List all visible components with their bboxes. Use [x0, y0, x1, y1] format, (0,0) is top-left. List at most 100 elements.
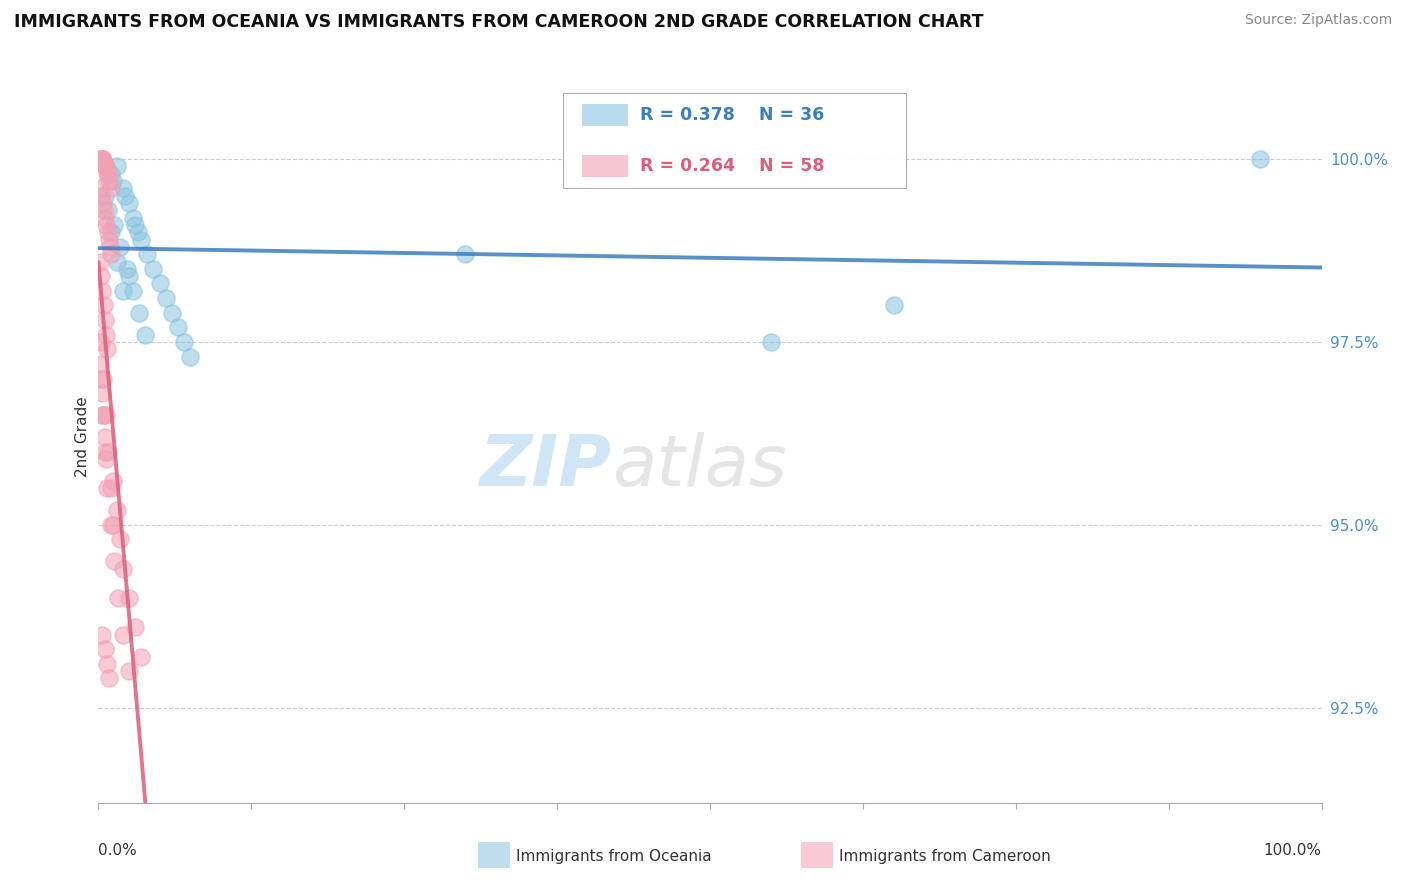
- Point: [97, 225, 120, 239]
- Point: [101, 517, 124, 532]
- Point: [93, 188, 115, 202]
- Point: [100, 517, 122, 532]
- Point: [105, 254, 128, 268]
- Point: [96, 343, 118, 357]
- Point: [97, 167, 120, 181]
- Point: [124, 620, 146, 634]
- Point: [101, 174, 124, 188]
- Point: [103, 554, 125, 568]
- Point: [179, 350, 201, 364]
- Point: [155, 291, 177, 305]
- Point: [90, 334, 112, 349]
- Point: [91, 196, 114, 211]
- Point: [127, 225, 149, 239]
- Point: [110, 240, 132, 254]
- Point: [94, 408, 117, 422]
- Point: [173, 334, 195, 349]
- Point: [100, 225, 122, 239]
- Point: [124, 218, 146, 232]
- Point: [101, 474, 124, 488]
- Point: [100, 181, 122, 195]
- Point: [118, 664, 141, 678]
- Point: [98, 174, 121, 188]
- Point: [93, 203, 115, 218]
- Point: [98, 672, 121, 686]
- Point: [167, 320, 190, 334]
- Point: [93, 642, 115, 657]
- Point: [111, 284, 134, 298]
- Point: [91, 371, 114, 385]
- Point: [93, 430, 115, 444]
- Point: [111, 562, 134, 576]
- Point: [89, 152, 111, 166]
- Point: [1250, 152, 1272, 166]
- Point: [103, 218, 125, 232]
- Y-axis label: 2nd Grade: 2nd Grade: [75, 397, 90, 477]
- Point: [94, 327, 117, 342]
- Point: [121, 211, 143, 225]
- Text: Immigrants from Oceania: Immigrants from Oceania: [516, 849, 711, 863]
- Text: R = 0.264    N = 58: R = 0.264 N = 58: [640, 158, 825, 176]
- Point: [118, 269, 141, 284]
- Point: [454, 247, 477, 261]
- Point: [97, 233, 120, 247]
- Point: [134, 327, 156, 342]
- Point: [111, 627, 134, 641]
- Point: [142, 261, 165, 276]
- Point: [96, 218, 118, 232]
- Point: [91, 408, 114, 422]
- Text: R = 0.378    N = 36: R = 0.378 N = 36: [640, 106, 824, 124]
- Point: [111, 181, 134, 195]
- Point: [90, 269, 112, 284]
- FancyBboxPatch shape: [564, 94, 905, 188]
- Point: [121, 284, 143, 298]
- FancyBboxPatch shape: [582, 155, 628, 178]
- Point: [761, 334, 783, 349]
- Point: [114, 188, 136, 202]
- Point: [91, 408, 114, 422]
- Point: [89, 357, 111, 371]
- Point: [105, 160, 128, 174]
- Point: [129, 233, 152, 247]
- Text: IMMIGRANTS FROM OCEANIA VS IMMIGRANTS FROM CAMEROON 2ND GRADE CORRELATION CHART: IMMIGRANTS FROM OCEANIA VS IMMIGRANTS FR…: [14, 13, 984, 31]
- Point: [105, 503, 128, 517]
- Point: [100, 481, 122, 495]
- Point: [883, 298, 905, 312]
- Point: [91, 386, 114, 401]
- Point: [90, 188, 112, 202]
- Text: Immigrants from Cameroon: Immigrants from Cameroon: [839, 849, 1052, 863]
- Point: [136, 247, 159, 261]
- Text: 100.0%: 100.0%: [1264, 843, 1322, 858]
- Point: [149, 277, 172, 291]
- Point: [91, 152, 114, 166]
- Point: [89, 254, 111, 268]
- Point: [100, 247, 122, 261]
- Point: [93, 298, 115, 312]
- Point: [91, 152, 114, 166]
- Point: [94, 452, 117, 467]
- Point: [90, 371, 112, 385]
- Point: [93, 444, 115, 458]
- Point: [94, 160, 117, 174]
- Point: [91, 152, 114, 166]
- Text: ZIP: ZIP: [479, 432, 612, 500]
- Point: [100, 167, 122, 181]
- Point: [129, 649, 152, 664]
- Point: [97, 203, 120, 218]
- Point: [94, 211, 117, 225]
- Point: [110, 533, 132, 547]
- Point: [96, 481, 118, 495]
- Point: [97, 444, 120, 458]
- Point: [118, 591, 141, 605]
- Point: [93, 160, 115, 174]
- Point: [128, 306, 150, 320]
- FancyBboxPatch shape: [582, 104, 628, 127]
- Point: [91, 627, 114, 641]
- Point: [96, 657, 118, 671]
- Point: [89, 181, 111, 195]
- Text: 0.0%: 0.0%: [98, 843, 138, 858]
- Point: [96, 167, 118, 181]
- Point: [94, 313, 117, 327]
- Point: [160, 306, 183, 320]
- Point: [90, 152, 112, 166]
